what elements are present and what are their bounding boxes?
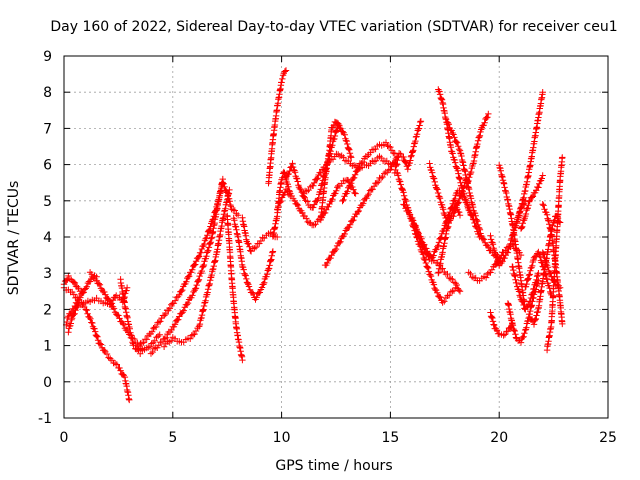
x-tick-label: 20 xyxy=(490,430,508,446)
axis-ticks: 0 5 10 15 20 25 -1 0 1 2 3 4 5 6 7 8 9 xyxy=(38,49,617,446)
series-markers xyxy=(274,176,359,229)
y-tick-label: 2 xyxy=(43,302,52,318)
y-tick-label: 7 xyxy=(43,121,52,137)
series-markers xyxy=(513,89,546,226)
y-tick-label: 0 xyxy=(43,375,52,391)
series-satellite-track-21 xyxy=(391,118,425,177)
series-markers xyxy=(117,276,163,357)
x-tick-label: 15 xyxy=(381,430,399,446)
series-satellite-track-36 xyxy=(513,89,546,226)
series-markers xyxy=(463,110,492,190)
series-satellite-track-14 xyxy=(265,67,290,187)
data-points xyxy=(60,67,566,404)
series-satellite-track-29 xyxy=(463,110,492,190)
series-satellite-track-15 xyxy=(274,176,359,229)
y-tick-label: 9 xyxy=(43,49,52,65)
series-markers xyxy=(443,119,503,262)
series-markers xyxy=(487,309,516,339)
y-tick-label: 8 xyxy=(43,85,52,101)
series-markers xyxy=(496,162,529,313)
series-satellite-track-31 xyxy=(487,197,529,269)
series-markers xyxy=(487,197,529,269)
x-tick-label: 0 xyxy=(60,430,69,446)
x-tick-label: 25 xyxy=(599,430,617,446)
series-markers xyxy=(317,118,344,221)
series-satellite-track-11 xyxy=(230,215,277,303)
series-satellite-track-26 xyxy=(435,201,464,277)
y-tick-label: 1 xyxy=(43,339,52,355)
x-tick-label: 10 xyxy=(273,430,291,446)
series-markers xyxy=(160,186,233,350)
series-satellite-track-22 xyxy=(393,169,459,306)
series-satellite-track-32 xyxy=(487,309,516,339)
series-markers xyxy=(147,175,226,357)
series-satellite-track-20 xyxy=(339,139,398,205)
series-markers xyxy=(339,139,398,205)
y-tick-label: -1 xyxy=(38,411,52,427)
chart-title: Day 160 of 2022, Sidereal Day-to-day VTE… xyxy=(50,19,617,35)
series-satellite-track-18 xyxy=(317,118,344,221)
series-markers xyxy=(230,215,277,303)
series-satellite-track-19 xyxy=(321,154,401,269)
series-satellite-track-3 xyxy=(65,299,133,404)
series-markers xyxy=(393,169,459,306)
y-tick-label: 5 xyxy=(43,194,52,210)
series-satellite-track-10 xyxy=(224,212,246,364)
series-satellite-track-37 xyxy=(517,172,546,232)
series-satellite-track-8 xyxy=(147,175,226,357)
series-markers xyxy=(224,212,246,364)
series-markers xyxy=(539,201,566,328)
series-markers xyxy=(321,154,401,269)
series-markers xyxy=(391,118,425,177)
series-satellite-track-12 xyxy=(239,214,281,255)
series-satellite-track-42 xyxy=(539,201,566,328)
y-axis-label: SDTVAR / TECUs xyxy=(6,181,22,296)
y-tick-label: 3 xyxy=(43,266,52,282)
series-satellite-track-9 xyxy=(160,186,233,350)
x-axis-label: GPS time / hours xyxy=(275,458,392,474)
x-tick-label: 5 xyxy=(168,430,177,446)
series-satellite-track-33 xyxy=(496,162,529,313)
y-tick-label: 6 xyxy=(43,158,52,174)
series-markers xyxy=(65,299,133,404)
series-satellite-track-35 xyxy=(509,263,542,313)
series-satellite-track-6 xyxy=(117,276,163,357)
series-markers xyxy=(265,67,290,187)
series-markers xyxy=(435,201,464,277)
series-markers xyxy=(239,214,281,255)
y-tick-label: 4 xyxy=(43,230,52,246)
series-satellite-track-28 xyxy=(443,119,503,262)
series-markers xyxy=(509,263,542,313)
series-markers xyxy=(517,172,546,232)
grid-lines xyxy=(64,56,608,418)
